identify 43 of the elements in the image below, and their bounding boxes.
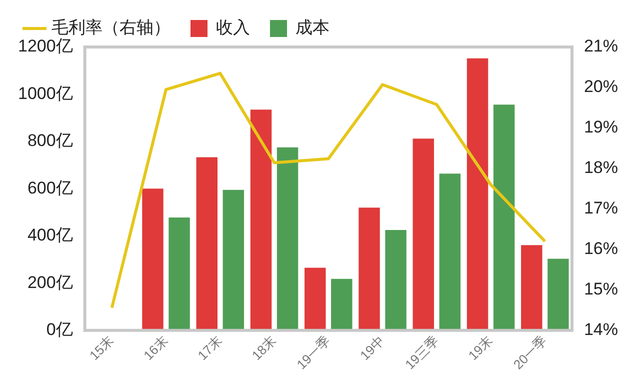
- y2-tick-label: 15%: [584, 280, 618, 299]
- x-tick-label: 18末: [248, 332, 279, 363]
- x-tick-label: 19一季: [294, 332, 334, 372]
- y-tick-label: 800亿: [27, 131, 73, 150]
- bar: [331, 278, 352, 330]
- bar: [493, 104, 515, 330]
- bar: [412, 138, 434, 330]
- y2-tick-label: 16%: [584, 239, 618, 258]
- y2-tick-label: 18%: [584, 158, 618, 178]
- bar: [521, 245, 542, 330]
- y-tick-label: 0亿: [46, 320, 73, 340]
- y-tick-label: 600亿: [27, 178, 73, 198]
- bar: [439, 174, 461, 330]
- bar: [196, 157, 218, 330]
- y-tick-label: 400亿: [27, 226, 73, 245]
- y-tick-label: 200亿: [27, 272, 73, 292]
- x-tick-label: 16末: [140, 332, 171, 363]
- bar: [466, 58, 488, 330]
- y2-tick-label: 20%: [584, 77, 618, 96]
- legend-label: 成本: [296, 18, 330, 38]
- bar: [168, 217, 190, 330]
- y2-tick-label: 17%: [584, 198, 618, 218]
- bar: [276, 147, 298, 330]
- bar: [358, 208, 380, 330]
- y2-tick-label: 14%: [584, 320, 618, 340]
- bar: [304, 268, 326, 330]
- legend-label: 毛利率（右轴）: [52, 18, 170, 38]
- bar: [548, 258, 569, 330]
- x-tick-label: 15末: [86, 332, 117, 363]
- y-tick-label: 1000亿: [18, 84, 73, 103]
- bar: [142, 188, 164, 330]
- legend-label: 收入: [216, 18, 250, 38]
- x-tick-label: 20一季: [510, 332, 550, 372]
- x-tick-label: 17末: [194, 332, 225, 363]
- x-tick-label: 19末: [465, 332, 496, 363]
- x-tick-label: 19中: [357, 332, 388, 363]
- y2-tick-label: 19%: [584, 118, 618, 137]
- y-tick-label: 1200亿: [18, 36, 73, 56]
- bar: [385, 230, 406, 330]
- bar: [222, 190, 244, 330]
- x-tick-label: 19三季: [402, 332, 442, 372]
- bar: [250, 110, 272, 330]
- y2-tick-label: 21%: [584, 36, 618, 56]
